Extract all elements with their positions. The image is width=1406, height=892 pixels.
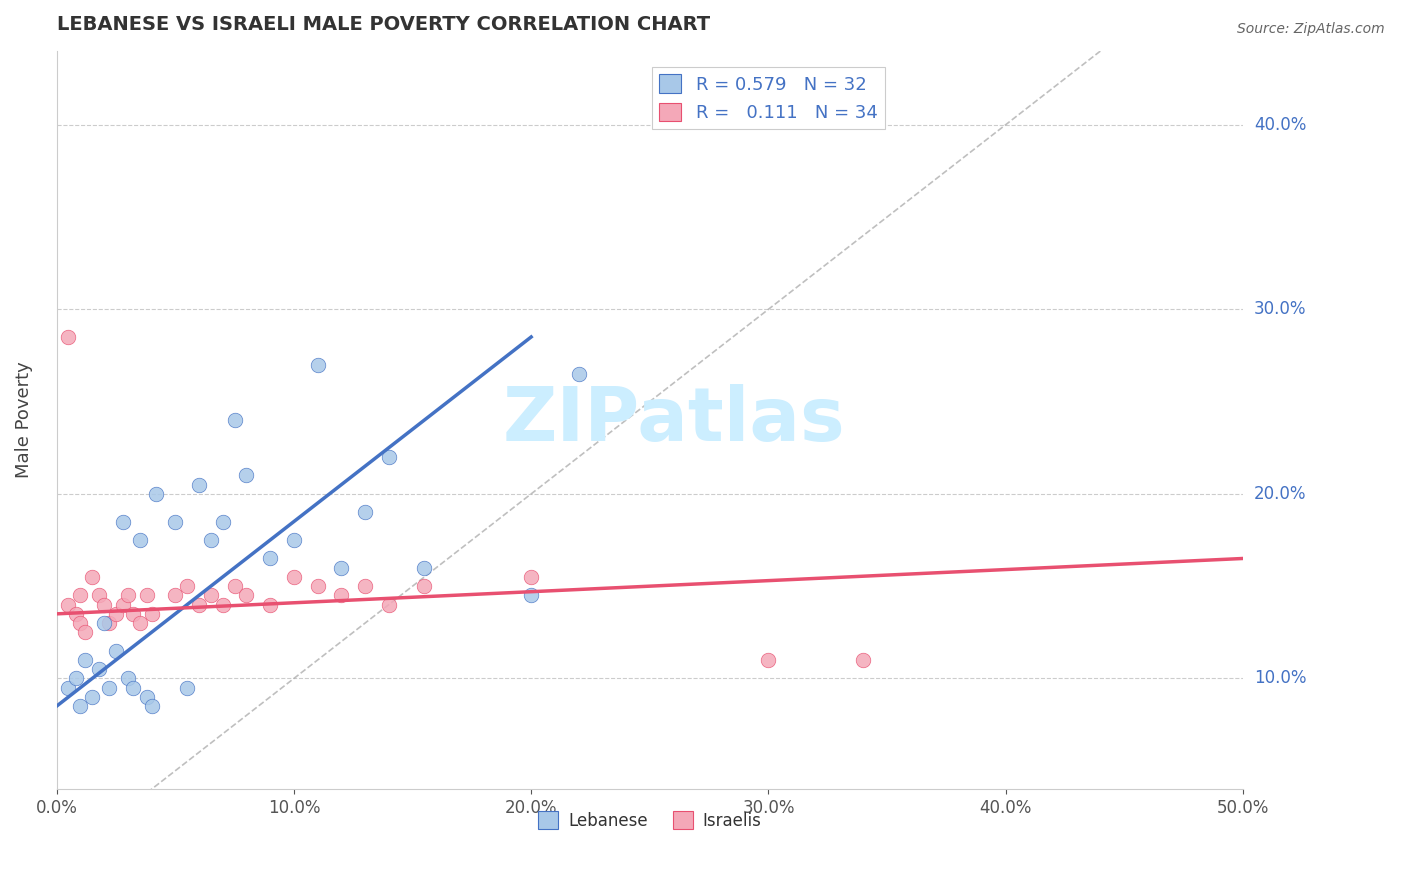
Text: LEBANESE VS ISRAELI MALE POVERTY CORRELATION CHART: LEBANESE VS ISRAELI MALE POVERTY CORRELA…	[56, 15, 710, 34]
Point	[520, 570, 543, 584]
Point	[112, 598, 135, 612]
Point	[176, 579, 198, 593]
Point	[75, 625, 97, 640]
Point	[69, 699, 91, 714]
Text: 20.0%: 20.0%	[1254, 485, 1306, 503]
Point	[65, 672, 87, 686]
Point	[259, 598, 281, 612]
Point	[82, 690, 104, 704]
Point	[117, 588, 139, 602]
Text: 10.0%: 10.0%	[1254, 670, 1306, 688]
Point	[165, 515, 187, 529]
Point	[121, 607, 143, 621]
Point	[259, 551, 281, 566]
Point	[58, 330, 80, 344]
Point	[413, 560, 436, 574]
Point	[307, 579, 329, 593]
Point	[97, 616, 120, 631]
Point	[200, 588, 222, 602]
Point	[89, 662, 111, 676]
Point	[378, 598, 401, 612]
Point	[141, 699, 163, 714]
Point	[235, 468, 257, 483]
Point	[354, 505, 377, 519]
Y-axis label: Male Poverty: Male Poverty	[15, 361, 32, 478]
Point	[200, 533, 222, 547]
Point	[97, 681, 120, 695]
Point	[283, 533, 305, 547]
Point	[104, 644, 127, 658]
Point	[852, 653, 875, 667]
Point	[89, 588, 111, 602]
Point	[69, 616, 91, 631]
Point	[188, 477, 211, 491]
Point	[121, 681, 143, 695]
Point	[211, 598, 233, 612]
Point	[176, 681, 198, 695]
Text: 30.0%: 30.0%	[1254, 301, 1306, 318]
Point	[128, 616, 150, 631]
Point	[283, 570, 305, 584]
Point	[568, 367, 591, 381]
Point	[378, 450, 401, 464]
Point	[520, 588, 543, 602]
Point	[93, 616, 115, 631]
Point	[188, 598, 211, 612]
Point	[211, 515, 233, 529]
Point	[93, 598, 115, 612]
Point	[82, 570, 104, 584]
Point	[117, 672, 139, 686]
Point	[354, 579, 377, 593]
Text: 40.0%: 40.0%	[1254, 116, 1306, 134]
Point	[135, 690, 157, 704]
Point	[141, 607, 163, 621]
Point	[330, 588, 353, 602]
Point	[307, 358, 329, 372]
Point	[145, 487, 167, 501]
Point	[165, 588, 187, 602]
Point	[224, 413, 246, 427]
Point	[235, 588, 257, 602]
Point	[69, 588, 91, 602]
Point	[65, 607, 87, 621]
Text: Source: ZipAtlas.com: Source: ZipAtlas.com	[1237, 22, 1385, 37]
Point	[112, 515, 135, 529]
Point	[104, 607, 127, 621]
Point	[330, 560, 353, 574]
Point	[75, 653, 97, 667]
Point	[224, 579, 246, 593]
Point	[128, 533, 150, 547]
Text: ZIPatlas: ZIPatlas	[502, 384, 845, 457]
Legend: Lebanese, Israelis: Lebanese, Israelis	[531, 805, 768, 837]
Point	[135, 588, 157, 602]
Point	[58, 681, 80, 695]
Point	[758, 653, 780, 667]
Point	[58, 598, 80, 612]
Point	[413, 579, 436, 593]
